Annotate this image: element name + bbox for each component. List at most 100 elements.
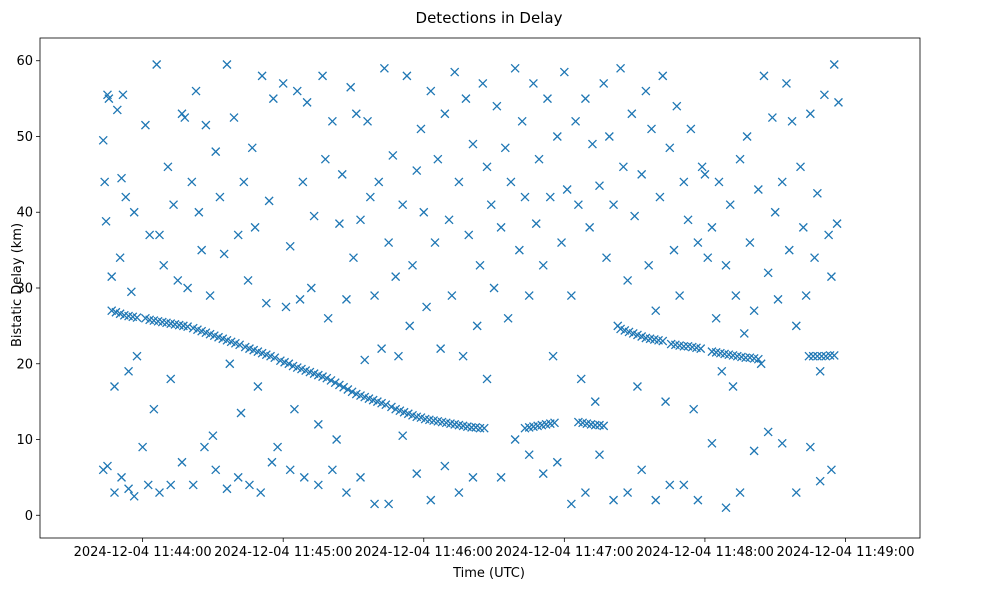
data-point <box>197 245 207 255</box>
data-point <box>468 139 478 149</box>
data-point <box>812 351 822 361</box>
data-point <box>222 484 232 494</box>
data-point <box>647 124 656 134</box>
data-point <box>379 63 389 73</box>
data-point <box>500 143 510 153</box>
data-point <box>233 230 243 240</box>
data-point <box>538 260 548 270</box>
data-point <box>557 238 566 248</box>
data-point <box>222 60 232 69</box>
data-point <box>756 359 766 369</box>
data-point <box>327 116 337 126</box>
data-point <box>384 499 394 509</box>
data-point <box>334 380 344 390</box>
data-point <box>665 480 675 490</box>
data-point <box>450 67 460 77</box>
x-axis-ticks: 2024-12-04 11:44:00 2024-12-04 11:45:00 20… <box>74 538 915 560</box>
data-point <box>700 169 710 179</box>
data-point <box>412 469 422 479</box>
y-tick-label: 0 <box>25 509 33 524</box>
data-point <box>341 294 351 304</box>
data-point <box>257 71 267 81</box>
data-point <box>183 283 193 293</box>
data-point <box>408 260 417 270</box>
x-tick-label: 2024-12-04 11:49:00 <box>776 545 914 560</box>
data-point <box>398 200 408 210</box>
data-point <box>817 351 827 361</box>
data-point <box>458 351 468 361</box>
data-point <box>819 90 829 100</box>
data-point <box>107 272 117 282</box>
data-point <box>595 181 604 191</box>
data-point <box>531 219 541 229</box>
data-point <box>824 230 834 240</box>
data-point <box>496 222 506 232</box>
data-point <box>143 480 153 490</box>
data-point <box>632 382 642 391</box>
data-point <box>422 302 432 312</box>
data-point <box>173 275 183 285</box>
data-point <box>826 465 836 475</box>
data-point <box>520 192 530 202</box>
data-point <box>770 207 780 217</box>
data-point <box>132 351 142 361</box>
data-point <box>110 488 119 498</box>
x-tick-label: 2024-12-04 11:44:00 <box>74 545 212 560</box>
data-point <box>268 94 278 104</box>
data-point <box>177 457 187 467</box>
data-point <box>126 287 136 297</box>
data-point <box>124 366 134 376</box>
data-point <box>309 211 319 221</box>
data-point <box>356 215 365 225</box>
data-point <box>773 294 783 304</box>
data-point <box>405 321 415 331</box>
data-point <box>627 109 637 119</box>
data-point <box>599 78 609 88</box>
data-point <box>637 465 647 475</box>
data-point <box>166 480 176 490</box>
data-point <box>590 397 600 407</box>
data-point <box>419 207 429 217</box>
data-point <box>496 472 506 482</box>
data-point <box>299 472 309 482</box>
data-point <box>707 438 717 448</box>
data-point <box>194 207 204 217</box>
data-point <box>641 86 651 96</box>
data-point <box>391 272 401 282</box>
data-point <box>320 154 330 164</box>
data-point <box>482 374 492 384</box>
data-point <box>243 275 253 285</box>
data-point <box>763 427 773 437</box>
data-point <box>548 351 558 361</box>
data-point <box>672 101 682 111</box>
data-point <box>559 67 569 77</box>
data-point <box>180 113 190 123</box>
data-point <box>374 177 384 187</box>
data-point <box>183 322 193 332</box>
data-point <box>440 461 450 471</box>
data-point <box>475 260 485 270</box>
data-point <box>98 135 108 145</box>
data-point <box>292 86 302 96</box>
data-point <box>739 328 749 338</box>
data-point <box>289 404 299 414</box>
data-point <box>753 354 763 364</box>
data-point <box>503 313 513 323</box>
data-point <box>110 382 119 391</box>
data-point <box>377 344 387 354</box>
data-point <box>118 90 128 100</box>
data-point <box>188 480 198 490</box>
data-point <box>552 457 562 467</box>
data-point <box>777 177 787 187</box>
data-point <box>347 387 357 397</box>
y-tick-label: 40 <box>16 206 33 221</box>
data-point <box>815 366 825 376</box>
data-point <box>781 78 791 88</box>
data-point <box>479 423 489 433</box>
data-point <box>651 495 661 505</box>
data-point <box>543 94 552 104</box>
data-point <box>829 350 839 360</box>
data-point <box>534 154 544 164</box>
data-point <box>365 192 375 202</box>
